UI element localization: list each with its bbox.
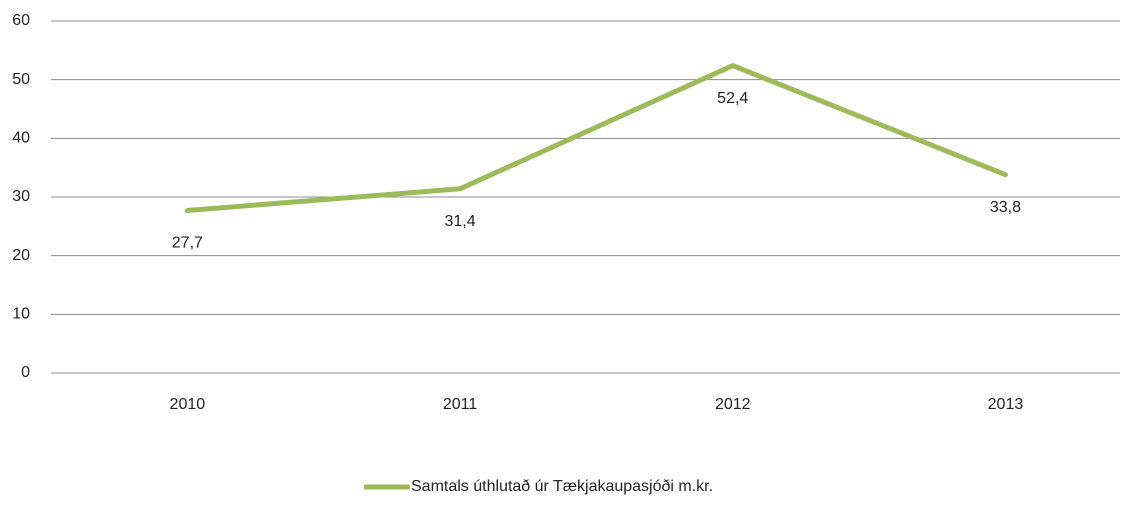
y-tick-label: 10 [12, 306, 30, 323]
data-label: 52,4 [717, 90, 748, 107]
y-tick-label: 0 [21, 364, 30, 381]
y-tick-label: 20 [12, 247, 30, 264]
x-tick-label: 2013 [988, 396, 1024, 413]
legend-label: Samtals úthlutað úr Tækjakaupasjóði m.kr… [411, 478, 713, 495]
y-tick-label: 60 [12, 12, 30, 29]
x-tick-label: 2011 [443, 396, 478, 413]
x-tick-label: 2012 [715, 396, 751, 413]
data-label: 31,4 [444, 213, 475, 230]
x-tick-label: 2010 [170, 396, 206, 413]
data-label: 33,8 [990, 199, 1021, 216]
y-tick-label: 50 [12, 71, 30, 88]
y-tick-label: 30 [12, 188, 30, 205]
data-label: 27,7 [172, 235, 203, 252]
y-tick-label: 40 [12, 130, 30, 147]
series-line [184, 63, 1008, 213]
